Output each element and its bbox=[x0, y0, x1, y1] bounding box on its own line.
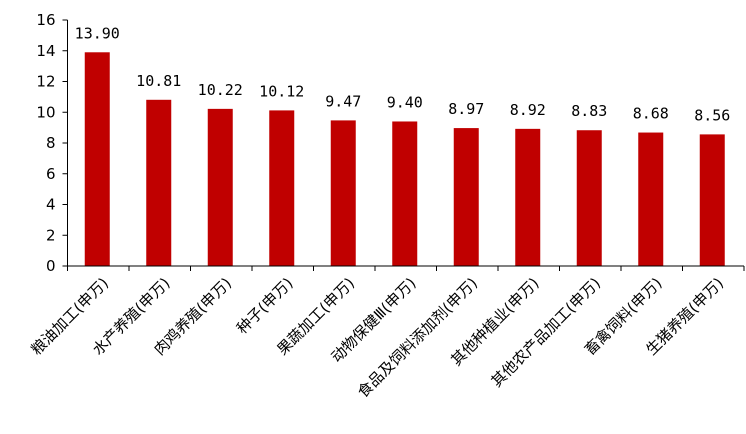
data-label: 13.90 bbox=[75, 24, 120, 42]
bar bbox=[207, 108, 233, 267]
bar bbox=[269, 110, 295, 266]
x-axis: 粮油加工(申万)水产养殖(申万)肉鸡养殖(申万)种子(申万)果蔬加工(申万)动物… bbox=[27, 265, 745, 401]
data-label: 10.22 bbox=[198, 81, 243, 99]
y-tick-label: 2 bbox=[46, 226, 56, 244]
bar bbox=[84, 52, 110, 266]
category-label: 种子(申万) bbox=[233, 274, 296, 337]
y-tick-label: 16 bbox=[36, 11, 55, 29]
y-tick-label: 0 bbox=[46, 257, 56, 275]
bar bbox=[638, 132, 664, 266]
bar bbox=[453, 128, 479, 266]
y-tick-label: 4 bbox=[46, 196, 56, 214]
data-label: 10.12 bbox=[259, 82, 304, 100]
category-label: 食品及饲料添加剂(申万) bbox=[354, 274, 481, 401]
data-label: 8.92 bbox=[510, 101, 546, 119]
bar bbox=[515, 128, 541, 266]
bars bbox=[84, 52, 725, 267]
y-tick-label: 12 bbox=[36, 73, 55, 91]
y-tick-label: 10 bbox=[36, 103, 55, 121]
bar bbox=[392, 121, 418, 266]
category-label: 其他农产品加工(申万) bbox=[488, 274, 604, 390]
data-label: 10.81 bbox=[136, 72, 181, 90]
bar bbox=[330, 120, 356, 267]
y-tick-label: 6 bbox=[46, 165, 56, 183]
bar bbox=[576, 130, 602, 266]
data-label: 9.40 bbox=[387, 93, 423, 111]
data-label: 8.56 bbox=[694, 106, 730, 124]
data-label: 8.68 bbox=[633, 105, 669, 123]
y-tick-label: 8 bbox=[46, 134, 56, 152]
data-label: 8.97 bbox=[448, 100, 484, 118]
bar bbox=[146, 99, 172, 266]
data-labels: 13.90 10.81 10.22 10.12 9.47 9.40 8.97 8.92 8.83… bbox=[75, 24, 731, 124]
data-label: 9.47 bbox=[325, 92, 361, 110]
y-tick-label: 14 bbox=[36, 42, 55, 60]
data-label: 8.83 bbox=[571, 102, 607, 120]
y-axis: 0 2 4 6 8 10 12 14 16 bbox=[36, 11, 68, 275]
bar bbox=[699, 134, 725, 266]
